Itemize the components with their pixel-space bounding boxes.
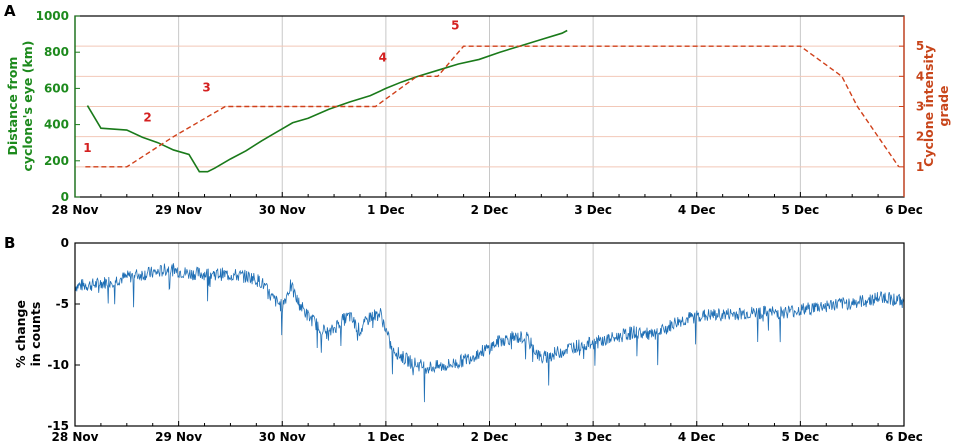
panel-a-x-tick-label: 6 Dec [885, 203, 923, 217]
panel-b-x-tick-label: 30 Nov [259, 430, 306, 444]
panel-a-y-ticks-right: 1 2 3 4 5 [899, 16, 924, 197]
grade-annotation-label: 4 [379, 50, 387, 64]
panel-b-x-tick-label: 28 Nov [52, 430, 99, 444]
panel-b-x-tick-label: 3 Dec [574, 430, 612, 444]
panel-a-ylabel-right-line2: grade [936, 86, 951, 127]
grade-annotation-label: 5 [451, 19, 459, 33]
counts-change-series-line [74, 263, 905, 403]
panel-a-x-tick-label: 28 Nov [52, 203, 99, 217]
panel-a-y-left-tick-label: 800 [44, 45, 69, 59]
panel-a-ylabel-right-line1: Cyclone intensity [921, 45, 936, 167]
panel-a-x-tick-label: 30 Nov [259, 203, 306, 217]
panel-a-y-left-tick-label: 600 [44, 81, 69, 95]
panel-a-y-left-tick-label: 200 [44, 154, 69, 168]
panel-b-x-tick-label: 1 Dec [367, 430, 405, 444]
panel-a-y-right-tick-label: 1 [916, 160, 924, 174]
panel-a-y-right-tick-label: 5 [916, 39, 924, 53]
panel-b-y-tick-label: -5 [56, 297, 69, 311]
panel-b-x-ticks: 28 Nov 29 Nov 30 Nov 1 Dec 2 Dec 3 Dec 4 Dec 5 … [52, 421, 923, 444]
panel-a-y-left-tick-label: 400 [44, 118, 69, 132]
panel-b-ylabel-line2: in counts [28, 302, 43, 367]
panel-a-y-ticks-left: 0 200 400 600 800 1000 [36, 9, 80, 204]
panel-b-label: B [4, 234, 15, 252]
panel-b-y-tick-label: 0 [61, 236, 69, 250]
panel-a-x-tick-label: 5 Dec [782, 203, 820, 217]
panel-b: B 28 Nov 29 Nov 30 Nov 1 Dec 2 Dec 3 Dec 4 Dec… [4, 234, 923, 444]
grade-annotation-label: 3 [202, 80, 210, 94]
panel-a-series [85, 29, 900, 173]
panel-a-x-ticks: 28 Nov 29 Nov 30 Nov 1 Dec 2 Dec 3 Dec 4 Dec 5 … [52, 192, 923, 217]
distance-series-line [86, 29, 568, 173]
panel-a-y-right-tick-label: 4 [916, 69, 924, 83]
panel-a-y-left-tick-label: 0 [61, 190, 69, 204]
panel-b-y-ticks: 0 -5 -10 -15 [47, 236, 80, 433]
panel-a-annotations: 1 2 3 4 5 [83, 19, 459, 155]
panel-a-ylabel-left-line1: Distance from [5, 57, 20, 156]
panel-a-x-tick-label: 4 Dec [678, 203, 716, 217]
panel-b-ylabel-line1: % change [13, 300, 28, 368]
panel-a-y-right-tick-label: 2 [916, 130, 924, 144]
panel-b-grid [178, 243, 801, 426]
panel-b-x-tick-label: 29 Nov [155, 430, 202, 444]
panel-b-y-tick-label: -15 [47, 419, 69, 433]
grade-annotation-label: 2 [143, 111, 151, 125]
grade-series-line [85, 45, 900, 168]
panel-a-ylabel-left-line2: cyclone's eye (km) [20, 40, 35, 171]
panel-a-x-tick-label: 29 Nov [155, 203, 202, 217]
panel-a-x-tick-label: 2 Dec [471, 203, 509, 217]
panel-b-x-tick-label: 4 Dec [678, 430, 716, 444]
panel-a-y-right-tick-label: 3 [916, 100, 924, 114]
panel-a-x-tick-label: 1 Dec [367, 203, 405, 217]
panel-a-x-tick-label: 3 Dec [574, 203, 612, 217]
panel-a-y-left-tick-label: 1000 [36, 9, 69, 23]
panel-b-x-tick-label: 6 Dec [885, 430, 923, 444]
panel-b-x-tick-label: 2 Dec [471, 430, 509, 444]
panel-b-series [74, 263, 905, 403]
grade-annotation-label: 1 [83, 141, 91, 155]
panel-b-x-tick-label: 5 Dec [782, 430, 820, 444]
panel-a: A 1 2 3 4 5 28 Nov 29 Nov 30 Nov 1 Dec 2 Dec 3 De… [4, 2, 951, 217]
panel-a-label: A [4, 2, 16, 20]
panel-b-y-tick-label: -10 [47, 358, 69, 372]
